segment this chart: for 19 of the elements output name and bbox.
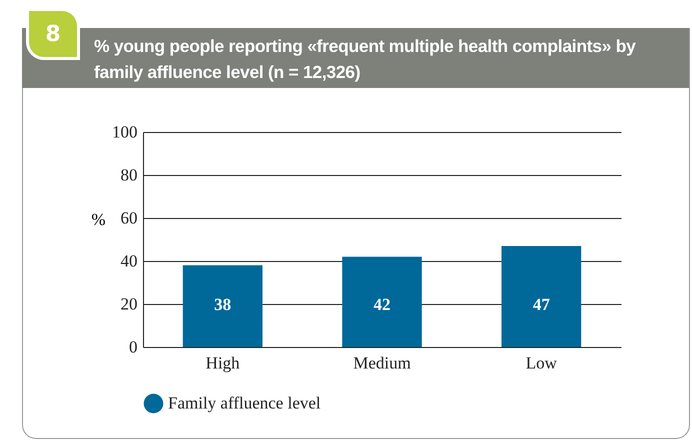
y-tick-label: 0	[129, 338, 138, 356]
y-axis-title: %	[91, 210, 106, 229]
bar	[182, 265, 262, 347]
y-tick-label: 60	[120, 208, 138, 228]
text: 8	[26, 8, 80, 60]
data-label: 42	[374, 295, 390, 314]
y-tick-label: 20	[120, 294, 138, 314]
bar	[502, 246, 582, 347]
x-tick-label: Low	[526, 354, 558, 372]
data-label: 47	[532, 295, 550, 314]
y-tick-label: 80	[120, 166, 138, 184]
x-tick-label: Medium	[353, 354, 411, 372]
bar	[342, 256, 422, 347]
y-tick-label: 40	[120, 252, 138, 270]
legend-label: Family affluence level	[168, 394, 321, 412]
chart-title: % young people reporting «frequent multiple health complaints» by family affluence level (n = 12,326)	[94, 35, 637, 84]
x-tick-label: High	[206, 354, 240, 372]
data-label: 38	[214, 295, 232, 314]
y-tick-label: 100	[112, 122, 138, 142]
